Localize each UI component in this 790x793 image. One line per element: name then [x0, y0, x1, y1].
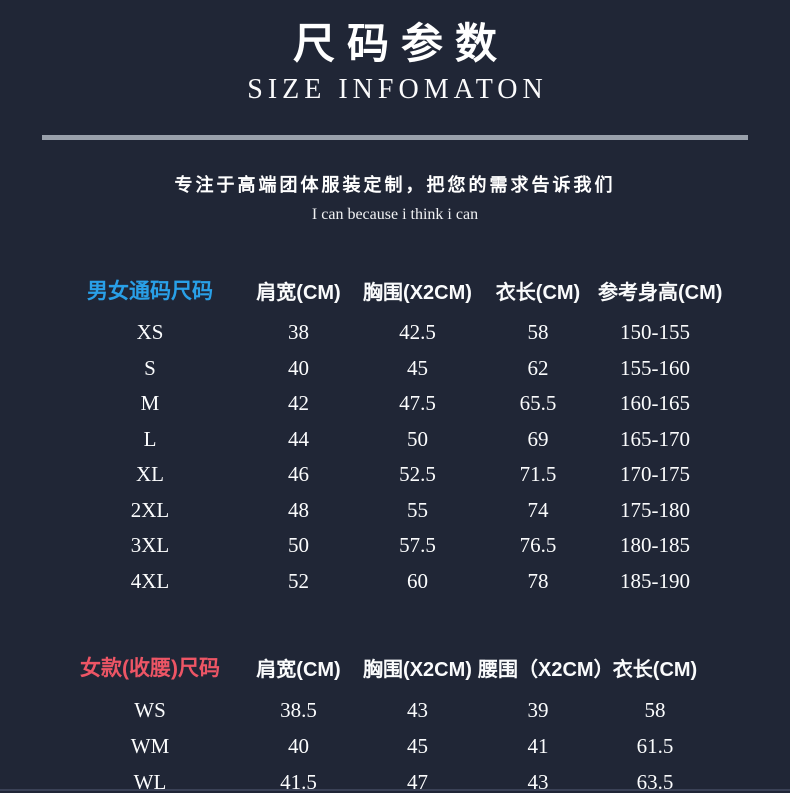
size-label: WS — [134, 697, 166, 722]
table-cell: 69 — [527, 426, 549, 451]
size-label: M — [140, 391, 160, 416]
table-cell: 42 — [288, 391, 309, 416]
table-cell: 42.5 — [399, 320, 436, 345]
table-cell: 45 — [407, 355, 428, 380]
table-cell: 170-175 — [620, 462, 690, 487]
table-cell: 40 — [288, 355, 309, 380]
size-label: 2XL — [130, 497, 170, 522]
women-table-label: 女款(收腰)尺码 — [80, 657, 220, 680]
table-row-xs: XS 38 42.5 58 150-155 — [60, 315, 712, 351]
table-row-4xl: 4XL 52 60 78 185-190 — [60, 564, 712, 600]
page-title-english: SIZE INFOMATON — [247, 74, 548, 105]
unisex-table-label: 男女通码尺码 — [87, 280, 213, 303]
bottom-divider — [0, 789, 790, 791]
table-cell: 63.5 — [636, 769, 674, 793]
horizontal-divider — [42, 135, 748, 140]
table-cell: 150-155 — [620, 320, 690, 345]
size-label: WM — [130, 733, 170, 758]
table-cell: 41 — [527, 733, 549, 758]
table-cell: 55 — [407, 497, 428, 522]
table-cell: 47.5 — [399, 391, 436, 416]
table-cell: 45 — [407, 733, 428, 758]
table-cell: 44 — [288, 426, 309, 451]
table-row-3xl: 3XL 50 57.5 76.5 180-185 — [60, 528, 712, 564]
table-cell: 160-165 — [620, 391, 690, 416]
table-cell: 185-190 — [620, 568, 690, 593]
table-row-wl: WL 41.5 47 43 63.5 — [60, 764, 712, 793]
column-header-height: 参考身高(CM) — [598, 281, 723, 304]
table-header-row: 男女通码尺码 肩宽(CM) 胸围(X2CM) 衣长(CM) 参考身高(CM) — [60, 270, 723, 310]
column-header-waist: 腰围（X2CM） — [478, 658, 614, 681]
column-header-length: 衣长(CM) — [495, 281, 581, 304]
table-cell: 65.5 — [519, 391, 557, 416]
table-row-s: S 40 45 62 155-160 — [60, 351, 712, 387]
table-cell: 50 — [407, 426, 428, 451]
table-cell: 165-170 — [620, 426, 690, 451]
column-header-chest: 胸围(X2CM) — [363, 658, 472, 681]
table-cell: 52 — [288, 568, 309, 593]
table-cell: 58 — [644, 697, 666, 722]
table-cell: 62 — [527, 355, 549, 380]
table-cell: 180-185 — [620, 533, 690, 558]
table-row-m: M 42 47.5 65.5 160-165 — [60, 386, 712, 422]
column-header-shoulder: 肩宽(CM) — [256, 658, 341, 681]
table-cell: 39 — [527, 697, 549, 722]
page-title-chinese: 尺码参数 — [292, 19, 509, 68]
column-header-shoulder: 肩宽(CM) — [256, 281, 341, 304]
table-row-wm: WM 40 45 41 61.5 — [60, 728, 712, 764]
table-cell: 76.5 — [519, 533, 557, 558]
size-label: 4XL — [130, 568, 170, 593]
table-cell: 47 — [407, 769, 428, 793]
size-label: WL — [133, 769, 167, 793]
table-row-l: L 44 50 69 165-170 — [60, 422, 712, 458]
size-label: S — [144, 355, 156, 380]
table-cell: 50 — [288, 533, 309, 558]
table-cell: 71.5 — [519, 462, 557, 487]
table-header-row: 女款(收腰)尺码 肩宽(CM) 胸围(X2CM) 腰围（X2CM） 衣长(CM) — [60, 647, 712, 687]
table-cell: 40 — [288, 733, 309, 758]
table-cell: 155-160 — [620, 355, 690, 380]
table-cell: 57.5 — [399, 533, 436, 558]
women-size-table: 女款(收腰)尺码 肩宽(CM) 胸围(X2CM) 腰围（X2CM） 衣长(CM)… — [60, 647, 712, 793]
column-header-length: 衣长(CM) — [612, 658, 698, 681]
table-cell: 38.5 — [280, 697, 317, 722]
table-row-xl: XL 46 52.5 71.5 170-175 — [60, 457, 712, 493]
table-cell: 38 — [288, 320, 309, 345]
size-label: XL — [136, 462, 164, 487]
table-row-2xl: 2XL 48 55 74 175-180 — [60, 493, 712, 529]
size-label: L — [143, 426, 157, 451]
table-row-ws: WS 38.5 43 39 58 — [60, 692, 712, 728]
size-label: 3XL — [130, 533, 170, 558]
table-cell: 43 — [407, 697, 428, 722]
table-cell: 60 — [407, 568, 428, 593]
table-cell: 52.5 — [399, 462, 436, 487]
table-cell: 175-180 — [620, 497, 690, 522]
unisex-size-table: 男女通码尺码 肩宽(CM) 胸围(X2CM) 衣长(CM) 参考身高(CM) X… — [60, 270, 723, 600]
table-cell: 41.5 — [280, 769, 317, 793]
table-cell: 74 — [527, 497, 549, 522]
table-cell: 43 — [527, 769, 549, 793]
column-header-chest: 胸围(X2CM) — [363, 281, 472, 304]
table-cell: 46 — [288, 462, 309, 487]
table-cell: 78 — [527, 568, 549, 593]
table-cell: 48 — [288, 497, 309, 522]
table-cell: 61.5 — [636, 733, 674, 758]
table-cell: 58 — [527, 320, 549, 345]
size-label: XS — [136, 320, 164, 345]
slogan-text: I can because i think i can — [311, 206, 479, 223]
tagline-text: 专注于高端团体服装定制，把您的需求告诉我们 — [174, 175, 616, 195]
